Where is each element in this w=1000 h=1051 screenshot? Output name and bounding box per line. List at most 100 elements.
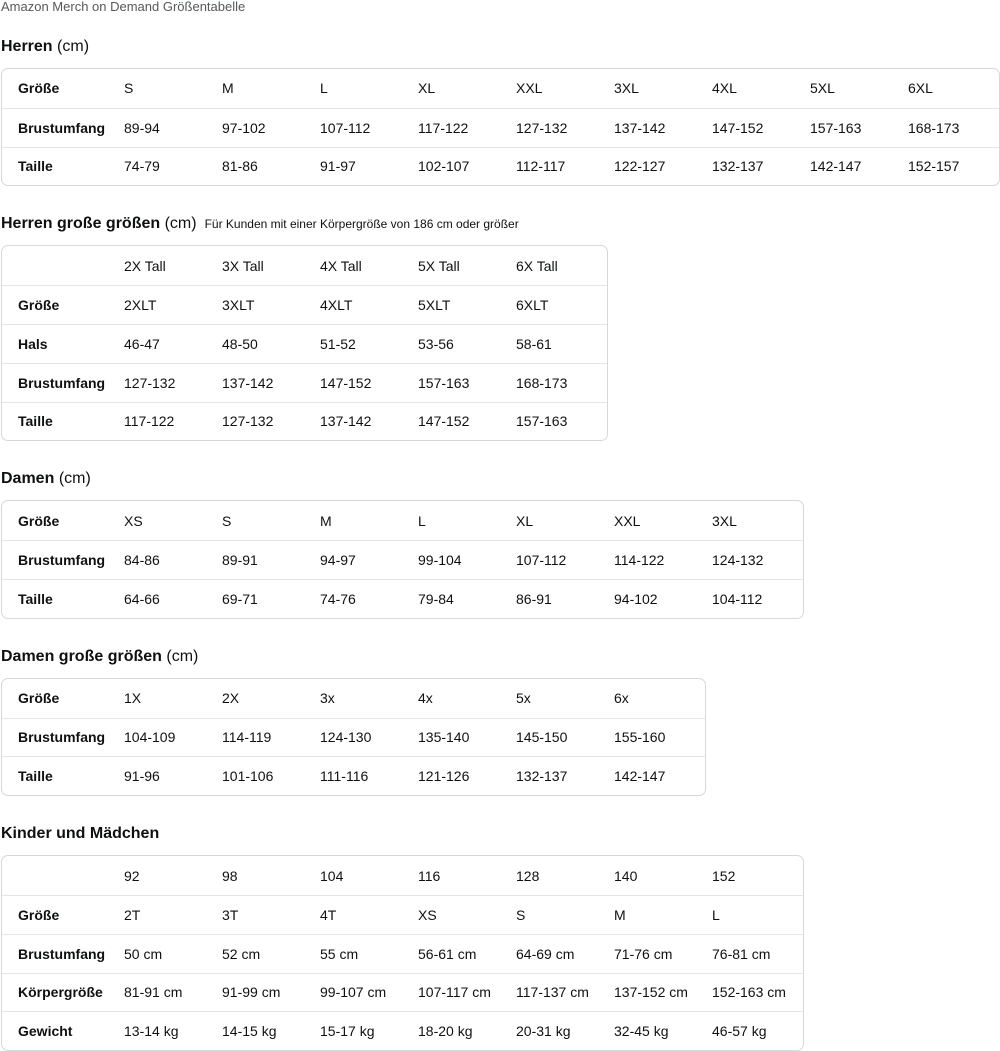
- table-cell: 6x: [614, 690, 629, 707]
- table-cell: L: [320, 80, 328, 97]
- table-row: Taille 74-79 81-86 91-97 102-107 112-117 122-1…: [2, 146, 999, 186]
- row-label: Größe: [18, 297, 60, 314]
- table-cell: 157-163: [516, 413, 568, 430]
- table-cell: 13-14 kg: [124, 1023, 179, 1040]
- table-cell: 114-122: [614, 552, 665, 569]
- section-heading: Damen große größen (cm): [0, 647, 1000, 667]
- table-cell: 64-69 cm: [516, 945, 575, 962]
- row-label: Brustumfang: [18, 945, 106, 962]
- table-cell: 20-31 kg: [516, 1023, 571, 1040]
- table-cell: 2XLT: [124, 297, 157, 314]
- table-cell: 6XLT: [516, 297, 549, 314]
- table-cell: 117-137 cm: [516, 984, 589, 1001]
- table-cell: 79-84: [418, 590, 454, 607]
- table-cell: 52 cm: [222, 945, 261, 962]
- table-cell: 168-173: [908, 119, 960, 136]
- table-cell: XS: [418, 906, 437, 923]
- table-cell: 81-86: [222, 158, 258, 175]
- table-cell: 137-142: [222, 374, 274, 391]
- table-cell: 132-137: [712, 158, 764, 175]
- table-cell: 157-163: [418, 374, 470, 391]
- table-cell: 157-163: [810, 119, 862, 136]
- table-cell: 51-52: [320, 335, 356, 352]
- table-header-row: 2X Tall 3X Tall 4X Tall 5X Tall 6X Tall: [2, 246, 607, 285]
- table-cell: M: [614, 906, 626, 923]
- table-cell: 145-150: [516, 729, 568, 746]
- table-cell: 124-130: [320, 729, 372, 746]
- table-cell: 6XL: [908, 80, 933, 97]
- table-cell: 4XLT: [320, 297, 353, 314]
- table-cell: 3XL: [614, 80, 639, 97]
- table-cell: 71-76 cm: [614, 945, 673, 962]
- table-row: Körpergröße 81-91 cm 91-99 cm 99-107 cm 107-…: [2, 972, 803, 1012]
- heading-text: Damen große größen: [1, 647, 162, 665]
- table-cell: 86-91: [516, 590, 552, 607]
- heading-text: Herren: [1, 38, 53, 55]
- table-row: Hals 46-47 48-50 51-52 53-56 58-61: [2, 323, 607, 363]
- table-cell: 147-152: [712, 119, 764, 136]
- table-cell: 99-104: [418, 552, 462, 569]
- row-label: Taille: [18, 158, 53, 175]
- row-label: Größe: [18, 512, 60, 529]
- table-cell: 2X: [222, 690, 240, 707]
- table-cell: 142-147: [810, 158, 862, 175]
- table-cell: 142-147: [614, 768, 666, 785]
- row-label: Brustumfang: [18, 374, 106, 391]
- table-cell: S: [124, 80, 134, 97]
- table-cell: 168-173: [516, 374, 568, 391]
- table-cell: 124-132: [712, 552, 764, 569]
- table-cell: 137-142: [614, 119, 666, 136]
- table-row: Gewicht 13-14 kg 14-15 kg 15-17 kg 18-20 kg 2…: [2, 1011, 803, 1050]
- table-cell: 74-79: [124, 158, 160, 175]
- column-header: 116: [418, 867, 441, 884]
- table-cell: 5XL: [810, 80, 835, 97]
- table-cell: 94-102: [614, 590, 658, 607]
- row-label: Brustumfang: [18, 119, 106, 136]
- table-cell: XL: [418, 80, 436, 97]
- table-row: Größe 2T 3T 4T XS S M L: [2, 894, 803, 934]
- row-label: Gewicht: [18, 1023, 73, 1040]
- table-cell: XXL: [614, 512, 641, 529]
- column-header: 5X Tall: [418, 257, 460, 274]
- table-row: Größe S M L XL XXL 3XL 4XL 5XL 6XL: [2, 69, 999, 108]
- table-cell: 3XLT: [222, 297, 255, 314]
- table-row: Brustumfang 127-132 137-142 147-152 157-163 1…: [2, 362, 607, 402]
- table-cell: 117-122: [124, 413, 175, 430]
- table-cell: XS: [124, 512, 143, 529]
- table-cell: L: [418, 512, 426, 529]
- table-cell: 137-152 cm: [614, 984, 688, 1001]
- section-heading: Herren große größen (cm) Für Kunden mit e…: [0, 214, 1000, 234]
- table-cell: 147-152: [418, 413, 470, 430]
- table-cell: 58-61: [516, 335, 552, 352]
- table-cell: 107-112: [320, 119, 371, 136]
- table-cell: 147-152: [320, 374, 372, 391]
- table-cell: 1X: [124, 690, 142, 707]
- table-cell: 104-112: [712, 590, 763, 607]
- table-cell: S: [222, 512, 232, 529]
- table-cell: 3T: [222, 906, 239, 923]
- table-cell: 152-163 cm: [712, 984, 786, 1001]
- table-cell: 48-50: [222, 335, 258, 352]
- size-table: Größe XS S M L XL XXL 3XL Brustumfang 84-86 89-91 9…: [1, 500, 804, 619]
- table-cell: XL: [516, 512, 534, 529]
- section: Damen große größen (cm) Größe 1X 2X 3x 4x 5x 6x…: [0, 619, 1000, 797]
- table-cell: 4XL: [712, 80, 737, 97]
- table-cell: 5x: [516, 690, 531, 707]
- row-label: Größe: [18, 80, 60, 97]
- table-cell: 74-76: [320, 590, 356, 607]
- table-cell: S: [516, 906, 526, 923]
- section-heading: Herren (cm): [0, 37, 1000, 57]
- row-label: Taille: [18, 768, 53, 785]
- table-row: Größe 2XLT 3XLT 4XLT 5XLT 6XLT: [2, 285, 607, 324]
- column-header: 128: [516, 867, 540, 884]
- column-header: 6X Tall: [516, 257, 558, 274]
- size-table: Größe 1X 2X 3x 4x 5x 6x Brustumfang 104-109 114-1…: [1, 677, 706, 797]
- size-table: 92 98 104 116 128 140 152 Größe 2T 3T 4T XS S M L Brust…: [1, 855, 804, 1051]
- table-cell: 91-99 cm: [222, 984, 281, 1001]
- column-header: 152: [712, 867, 736, 884]
- table-row: Größe XS S M L XL XXL 3XL: [2, 501, 803, 540]
- table-cell: 137-142: [320, 413, 372, 430]
- column-header: 140: [614, 867, 638, 884]
- section: Herren große größen (cm) Für Kunden mit e…: [0, 186, 1000, 442]
